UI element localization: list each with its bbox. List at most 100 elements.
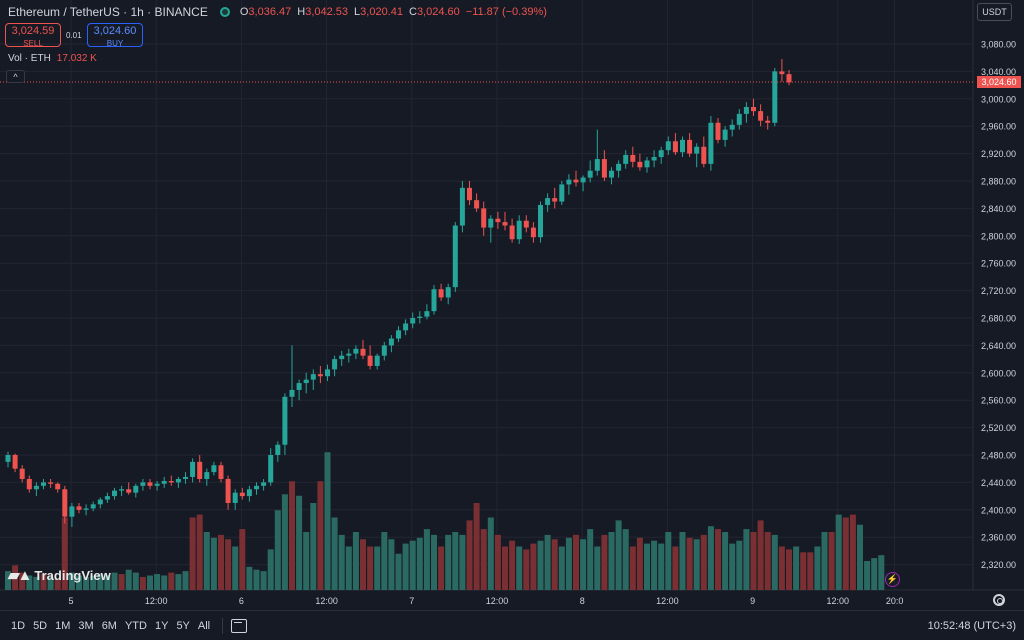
ohlc-values: O3,036.47 H3,042.53 L3,020.41 C3,024.60 …: [240, 6, 547, 18]
time-axis-label: 8: [580, 596, 585, 606]
candle-body: [424, 311, 430, 317]
volume-bar: [125, 569, 132, 590]
settings-gear-icon[interactable]: [993, 594, 1005, 606]
sell-button[interactable]: 3,024.59 SELL: [5, 23, 61, 48]
volume-bar: [97, 574, 104, 590]
candle-body: [630, 154, 636, 162]
candle-body: [609, 170, 614, 178]
candle-body: [481, 208, 487, 228]
candle-body: [538, 204, 543, 238]
candle-body: [367, 355, 373, 366]
volume-bar: [40, 574, 47, 590]
candle-body: [76, 506, 82, 510]
candle-body: [83, 508, 89, 510]
candle-body: [765, 120, 771, 123]
candle-body: [509, 225, 515, 240]
lightning-icon[interactable]: ⚡: [885, 572, 900, 587]
range-button-all[interactable]: All: [197, 619, 211, 632]
range-button-1d[interactable]: 1D: [11, 619, 26, 632]
volume-bar: [260, 571, 267, 590]
chevron-up-icon: ^: [13, 72, 18, 82]
volume-bar: [246, 566, 253, 590]
price-axis-label: 2,920.00: [981, 149, 1016, 159]
range-button-5d[interactable]: 5D: [33, 619, 48, 632]
candle-body: [381, 345, 387, 356]
price-axis-label: 2,840.00: [981, 204, 1016, 214]
candle-body: [261, 482, 267, 486]
range-button-ytd[interactable]: YTD: [124, 619, 147, 632]
candle-body: [190, 461, 196, 477]
candle-body: [62, 489, 68, 517]
range-button-5y[interactable]: 5Y: [176, 619, 190, 632]
volume-bar: [345, 546, 352, 590]
volume-bar: [771, 534, 778, 590]
brand-name: TradingView: [34, 567, 111, 583]
candle-body: [296, 383, 302, 390]
high-label: H: [297, 6, 306, 18]
candle-body: [26, 478, 32, 490]
volume-bar: [849, 514, 856, 590]
volume-bar: [104, 575, 111, 590]
range-button-1y[interactable]: 1Y: [154, 619, 169, 632]
volume-bar: [253, 569, 260, 590]
volume-bar: [509, 540, 516, 590]
buy-price: 3,024.60: [93, 25, 137, 37]
volume-bar: [842, 517, 849, 590]
volume-bar: [210, 537, 217, 590]
price-axis-label: 3,040.00: [981, 67, 1016, 77]
volume-bar: [679, 532, 686, 590]
toolbar-divider: [222, 617, 224, 634]
volume-bar: [487, 517, 494, 590]
volume-bar: [565, 537, 572, 590]
volume-bar: [203, 532, 210, 590]
volume-bar: [139, 576, 146, 590]
volume-bar: [530, 543, 537, 590]
calendar-goto-icon[interactable]: [231, 618, 248, 633]
volume-bar: [686, 537, 693, 590]
candle-body: [616, 163, 622, 171]
volume-bar: [161, 575, 168, 590]
candle-body: [218, 465, 224, 479]
volume-bar: [665, 532, 672, 590]
time-axis-label: 9: [750, 596, 755, 606]
buy-button[interactable]: 3,024.60 BUY: [87, 23, 143, 48]
open-label: O: [239, 6, 249, 18]
volume-bar: [338, 534, 345, 590]
volume-bar: [608, 532, 615, 590]
candle-body: [19, 468, 25, 479]
candle-body: [438, 289, 444, 298]
volume-bar: [601, 534, 608, 590]
candle-body: [459, 187, 465, 226]
volume-bar: [267, 549, 274, 590]
volume-bar: [154, 574, 161, 590]
volume-bar: [693, 539, 700, 590]
volume-bar: [551, 539, 558, 590]
candle-body: [452, 225, 458, 288]
price-axis-label: 2,440.00: [981, 478, 1016, 488]
currency-selector[interactable]: USDT: [977, 3, 1012, 21]
volume-bar: [90, 575, 97, 590]
clock-display[interactable]: 10:52:48 (UTC+3): [927, 620, 1016, 632]
range-button-1m[interactable]: 1M: [55, 619, 71, 632]
volume-bar: [651, 540, 658, 590]
candle-body: [410, 318, 416, 324]
candle-body: [680, 139, 685, 153]
price-axis-label: 2,560.00: [981, 396, 1016, 406]
tradingview-logo[interactable]: ▰▲ TradingView: [8, 566, 111, 584]
symbol-title[interactable]: Ethereum / TetherUS · 1h · BINANCE: [8, 5, 208, 19]
volume-bar: [118, 574, 125, 590]
collapse-legend-button[interactable]: ^: [6, 70, 25, 83]
volume-bar: [857, 524, 863, 590]
volume-bar: [331, 517, 338, 590]
volume-bar: [480, 529, 487, 590]
date-range-buttons: 1D 5D 1M 3M 6M YTD 1Y 5Y All: [0, 620, 218, 632]
candle-body: [239, 492, 245, 497]
candle-body: [33, 485, 39, 490]
volume-bar: [821, 532, 828, 590]
range-button-3m[interactable]: 3M: [78, 619, 94, 632]
candle-body: [175, 478, 181, 483]
market-status-icon: [219, 7, 230, 17]
candle-body: [729, 124, 735, 130]
range-button-6m[interactable]: 6M: [101, 619, 117, 632]
